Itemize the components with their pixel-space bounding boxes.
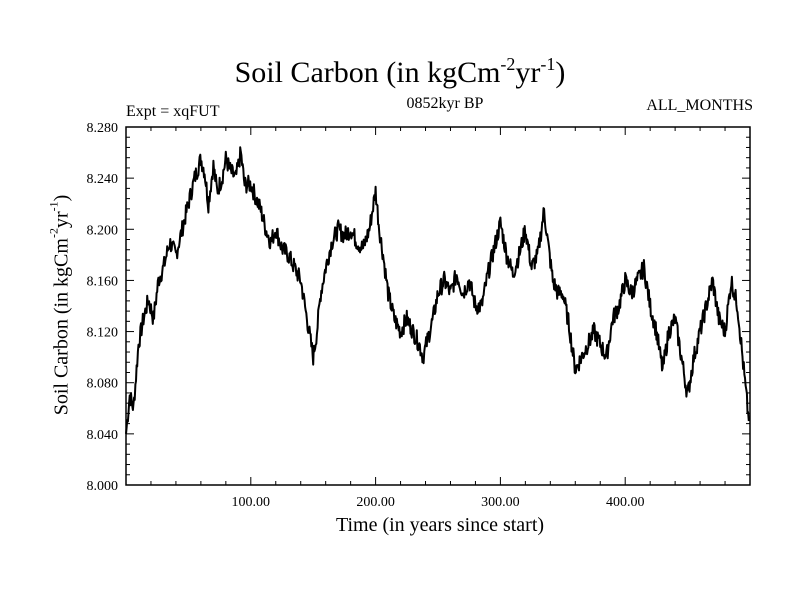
x-tick-label: 400.00 xyxy=(606,495,645,510)
series-line-soil-carbon xyxy=(125,146,750,434)
x-axis-label: Time (in years since start) xyxy=(335,514,545,536)
y-tick-label: 8.280 xyxy=(87,121,119,136)
x-tick-label: 300.00 xyxy=(481,495,520,510)
y-tick-label: 8.160 xyxy=(87,274,119,289)
y-tick-label: 8.040 xyxy=(87,428,119,443)
y-tick-label: 8.120 xyxy=(87,326,119,341)
period-subtitle: 0852kyr BP xyxy=(406,95,484,112)
x-tick-label: 200.00 xyxy=(356,495,395,510)
x-tick-label: 100.00 xyxy=(232,495,271,510)
chart-title: Soil Carbon (in kgCm-2yr-1) xyxy=(234,54,566,89)
y-tick-label: 8.240 xyxy=(87,172,119,187)
y-tick-label: 8.200 xyxy=(87,223,119,238)
y-tick-label: 8.000 xyxy=(87,479,119,494)
months-label: ALL_MONTHS xyxy=(646,97,753,114)
y-tick-label: 8.080 xyxy=(87,377,119,392)
experiment-label: Expt = xqFUT xyxy=(126,103,220,120)
plot-frame xyxy=(125,126,751,486)
